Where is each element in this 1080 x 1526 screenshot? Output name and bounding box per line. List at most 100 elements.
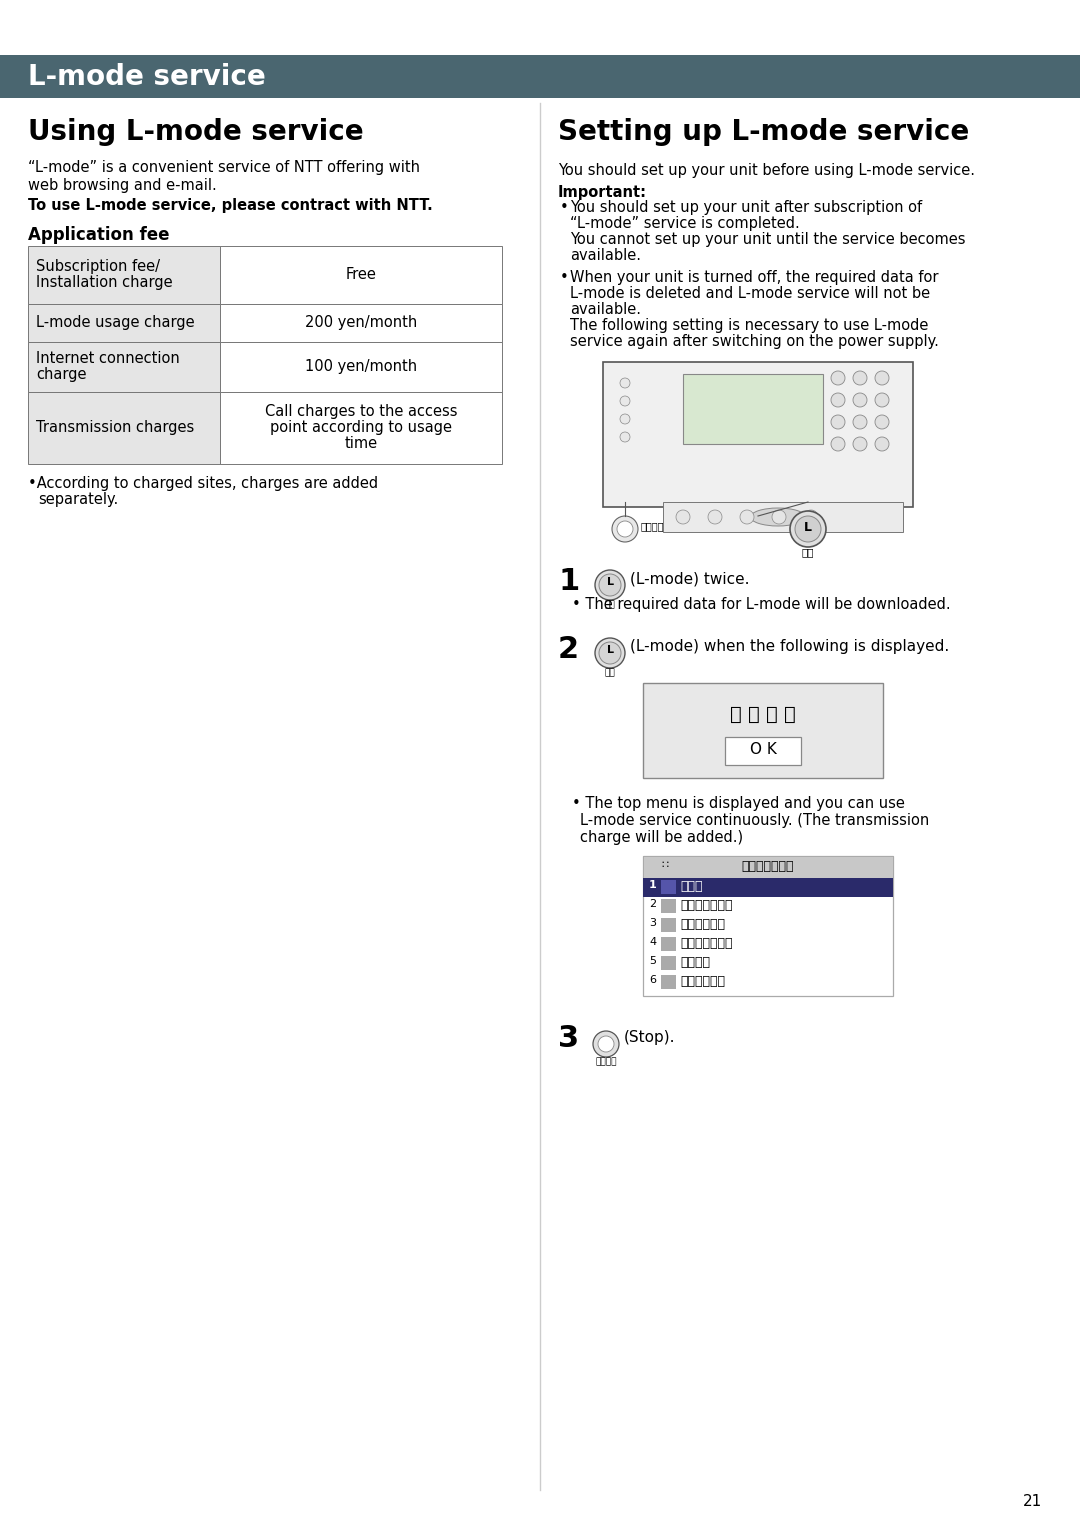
- Bar: [643, 877, 893, 897]
- Text: • The top menu is displayed and you can use: • The top menu is displayed and you can …: [572, 797, 905, 810]
- Bar: [220, 392, 502, 464]
- Text: (Stop).: (Stop).: [624, 1030, 675, 1045]
- Bar: [28, 342, 220, 392]
- Circle shape: [598, 1036, 615, 1051]
- Text: point according to usage: point according to usage: [270, 420, 453, 435]
- Text: 200 yen/month: 200 yen/month: [305, 314, 417, 330]
- Text: Application fee: Application fee: [28, 226, 170, 244]
- Bar: [0, 55, 1080, 98]
- Text: •: •: [561, 200, 569, 215]
- Bar: [661, 899, 676, 913]
- Text: When your unit is turned off, the required data for: When your unit is turned off, the requir…: [570, 270, 939, 285]
- Text: L: L: [607, 577, 615, 588]
- Text: To use L-mode service, please contract with NTT.: To use L-mode service, please contract w…: [28, 198, 433, 214]
- Text: separately.: separately.: [38, 491, 118, 507]
- Text: ストップ: ストップ: [595, 1058, 617, 1067]
- Text: メール: メール: [680, 881, 702, 893]
- Text: L-mode service continuously. (The transmission: L-mode service continuously. (The transm…: [580, 813, 929, 829]
- Bar: [661, 975, 676, 989]
- Text: インターネット: インターネット: [680, 937, 732, 951]
- Circle shape: [599, 574, 621, 597]
- Circle shape: [875, 436, 889, 452]
- Text: available.: available.: [570, 302, 642, 317]
- Text: (L-mode) when the following is displayed.: (L-mode) when the following is displayed…: [630, 639, 949, 655]
- Bar: [28, 392, 220, 464]
- Bar: [28, 246, 220, 304]
- Bar: [661, 919, 676, 932]
- Text: Installation charge: Installation charge: [36, 275, 173, 290]
- Bar: [661, 955, 676, 971]
- Bar: [643, 684, 883, 778]
- Text: 2: 2: [649, 899, 657, 909]
- Bar: [683, 374, 823, 444]
- Text: available.: available.: [570, 249, 642, 262]
- Circle shape: [740, 510, 754, 523]
- Ellipse shape: [751, 508, 806, 526]
- Text: 決定: 決定: [801, 546, 814, 557]
- Bar: [661, 881, 676, 894]
- Text: You cannot set up your unit until the service becomes: You cannot set up your unit until the se…: [570, 232, 966, 247]
- Text: メインメニュー: メインメニュー: [680, 899, 732, 913]
- Text: 2: 2: [558, 635, 579, 664]
- Circle shape: [831, 415, 845, 429]
- Text: L-mode service: L-mode service: [28, 63, 266, 92]
- Circle shape: [831, 371, 845, 385]
- Text: 3: 3: [649, 919, 656, 928]
- Circle shape: [620, 397, 630, 406]
- Text: マイメニュー: マイメニュー: [680, 919, 725, 931]
- Text: • The required data for L-mode will be downloaded.: • The required data for L-mode will be d…: [572, 597, 950, 612]
- Bar: [643, 856, 893, 996]
- Text: (L-mode) twice.: (L-mode) twice.: [630, 571, 750, 586]
- Text: charge: charge: [36, 366, 86, 382]
- Bar: [603, 362, 913, 507]
- Circle shape: [853, 371, 867, 385]
- Text: 100 yen/month: 100 yen/month: [305, 359, 417, 374]
- Text: トップメニュー: トップメニュー: [742, 861, 794, 873]
- Bar: [663, 502, 903, 533]
- Text: ブックマーク: ブックマーク: [680, 975, 725, 987]
- Circle shape: [853, 436, 867, 452]
- Circle shape: [831, 394, 845, 407]
- Text: 1: 1: [649, 881, 657, 890]
- Circle shape: [831, 436, 845, 452]
- Circle shape: [593, 1032, 619, 1058]
- Text: •: •: [561, 270, 569, 285]
- Circle shape: [804, 510, 818, 523]
- Bar: [725, 737, 801, 765]
- Text: 5: 5: [649, 955, 656, 966]
- Bar: [643, 856, 893, 877]
- Text: 1: 1: [558, 568, 579, 597]
- Text: 6: 6: [649, 975, 656, 984]
- Text: Free: Free: [346, 267, 377, 282]
- Bar: [28, 304, 220, 342]
- Text: L-mode usage charge: L-mode usage charge: [36, 314, 194, 330]
- Text: 4: 4: [649, 937, 657, 948]
- Text: The following setting is necessary to use L-mode: The following setting is necessary to us…: [570, 317, 929, 333]
- Text: Transmission charges: Transmission charges: [36, 420, 194, 435]
- Text: You should set up your unit after subscription of: You should set up your unit after subscr…: [570, 200, 922, 215]
- Text: O K: O K: [750, 742, 777, 757]
- Circle shape: [875, 371, 889, 385]
- Circle shape: [620, 414, 630, 424]
- Circle shape: [676, 510, 690, 523]
- Text: time: time: [345, 436, 378, 452]
- Text: L: L: [607, 645, 615, 655]
- Text: Subscription fee/: Subscription fee/: [36, 259, 160, 275]
- Text: L: L: [804, 520, 812, 534]
- Circle shape: [875, 394, 889, 407]
- Text: 決定: 決定: [605, 600, 616, 609]
- Circle shape: [789, 511, 826, 546]
- Circle shape: [595, 638, 625, 668]
- Text: •According to charged sites, charges are added: •According to charged sites, charges are…: [28, 476, 378, 491]
- Text: You should set up your unit before using L-mode service.: You should set up your unit before using…: [558, 163, 975, 179]
- Text: Internet connection: Internet connection: [36, 351, 179, 366]
- Text: 21: 21: [1023, 1494, 1042, 1509]
- Circle shape: [795, 516, 821, 542]
- Text: ストップ: ストップ: [642, 520, 664, 531]
- Circle shape: [772, 510, 786, 523]
- Text: Important:: Important:: [558, 185, 647, 200]
- Circle shape: [853, 394, 867, 407]
- Text: charge will be added.): charge will be added.): [580, 830, 743, 845]
- Text: 設 定 完 了: 設 定 完 了: [730, 705, 796, 723]
- Text: 3: 3: [558, 1024, 579, 1053]
